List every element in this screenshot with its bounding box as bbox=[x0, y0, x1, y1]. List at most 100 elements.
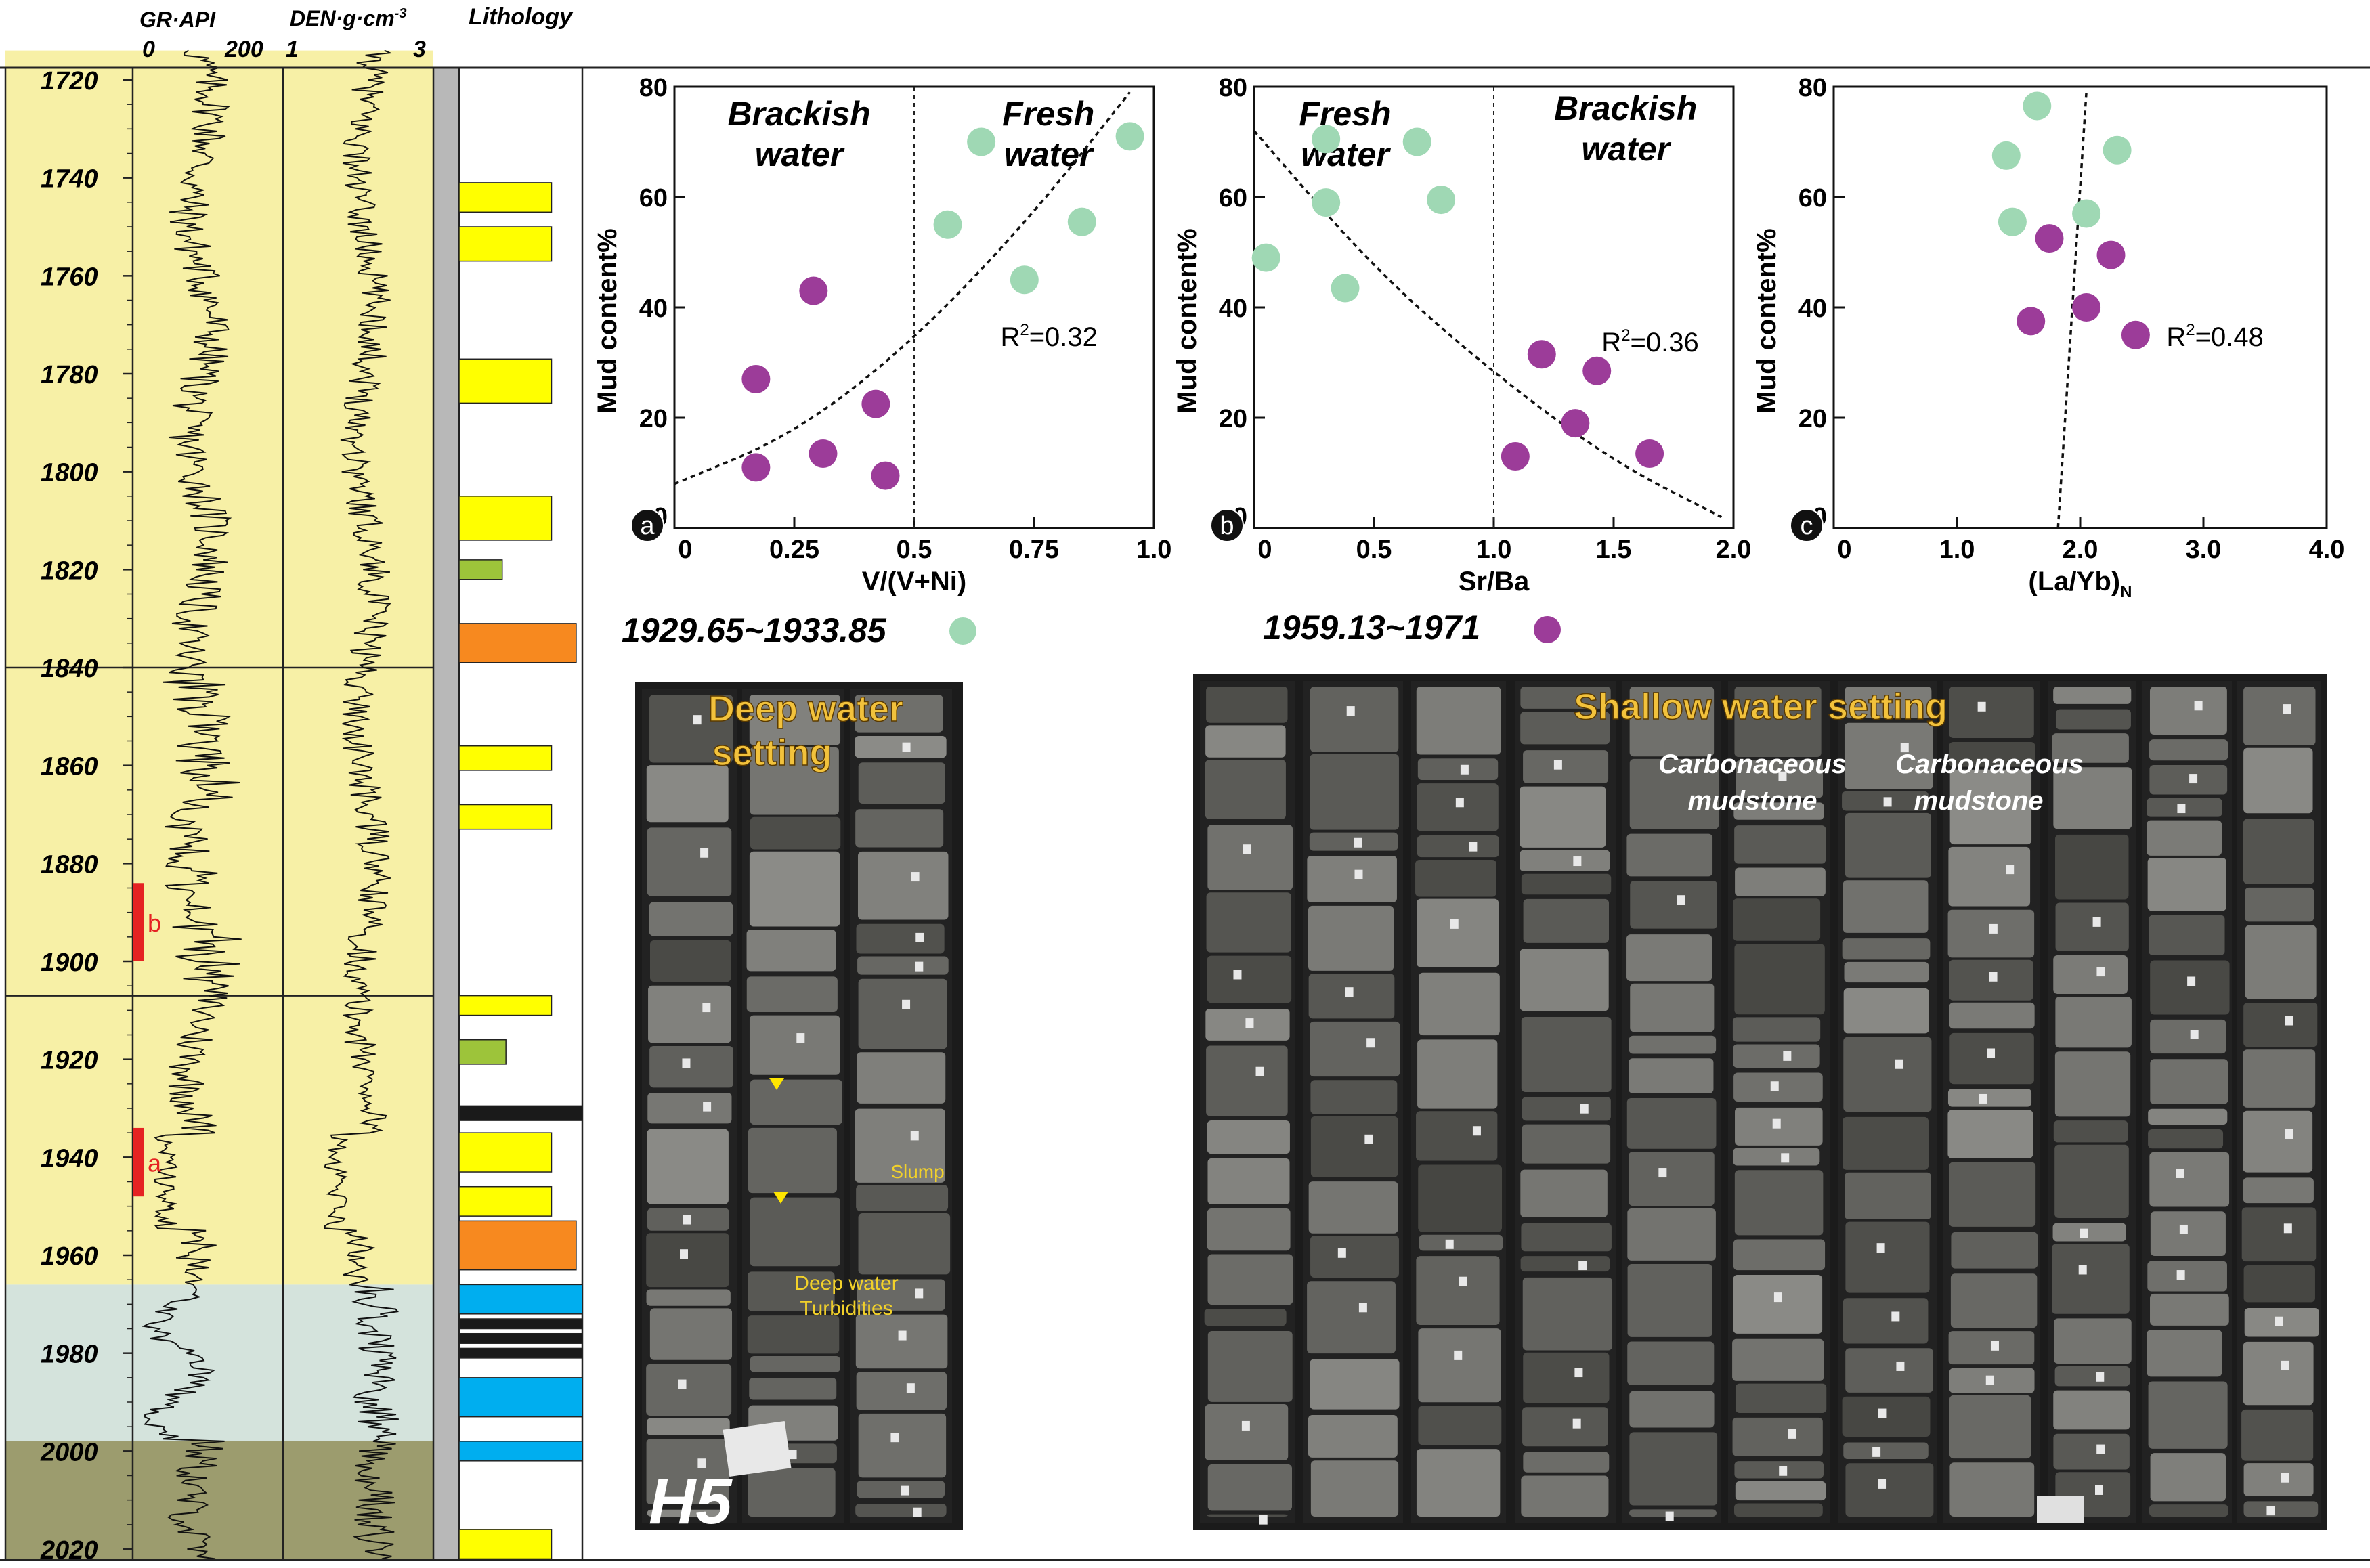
y-tick-label-80: 80 bbox=[1798, 74, 1827, 102]
core-piece bbox=[1206, 1045, 1288, 1116]
core-piece bbox=[2241, 1409, 2314, 1461]
core-piece bbox=[855, 1108, 945, 1183]
shallow-core-column-1 bbox=[1303, 681, 1403, 1523]
core-piece bbox=[1521, 873, 1612, 895]
gr-log-curve bbox=[142, 49, 242, 1560]
core-sample-tag bbox=[1990, 1341, 1999, 1351]
core-piece bbox=[646, 1233, 729, 1288]
core-sample-tag bbox=[1979, 1093, 1987, 1104]
r-squared-c: R2=0.48 bbox=[2166, 321, 2263, 352]
core-piece bbox=[1308, 1414, 1398, 1458]
core-piece bbox=[2150, 960, 2230, 1015]
data-point-c-0-0 bbox=[1991, 141, 2021, 170]
den-max-label: 3 bbox=[413, 37, 426, 62]
x-tick-label-1.5: 1.5 bbox=[1596, 536, 1632, 564]
core-sample-tag bbox=[1578, 1261, 1587, 1271]
core-piece bbox=[1843, 1442, 1929, 1460]
core-sample-tag bbox=[1460, 764, 1469, 775]
core-piece bbox=[855, 1314, 948, 1369]
core-piece bbox=[1520, 712, 1610, 745]
x-axis-label-subscript: N bbox=[2120, 583, 2132, 601]
core-piece bbox=[750, 1355, 840, 1372]
core-sample-tag bbox=[1977, 701, 1986, 712]
deep-title-line1: Deep water bbox=[708, 689, 903, 729]
data-point-b-0-2 bbox=[1312, 125, 1341, 154]
core-piece bbox=[1629, 1058, 1714, 1093]
core-piece bbox=[2054, 1051, 2131, 1117]
core-piece bbox=[646, 1418, 730, 1435]
core-sample-tag bbox=[1259, 1515, 1268, 1525]
core-piece bbox=[1733, 1275, 1823, 1334]
core-piece bbox=[2243, 687, 2316, 746]
carbonaceous-label-1-line2: mudstone bbox=[1687, 786, 1817, 816]
core-piece bbox=[1629, 687, 1715, 757]
core-piece bbox=[2147, 1261, 2227, 1292]
region-label-a-1-0: Fresh bbox=[1002, 95, 1094, 133]
data-point-a-0-0 bbox=[933, 210, 962, 239]
lithology-layer-13 bbox=[458, 1220, 577, 1271]
shallow-core-column-2 bbox=[1411, 681, 1506, 1523]
data-point-a-0-2 bbox=[1010, 265, 1039, 295]
x-tick-label-1.0: 1.0 bbox=[1939, 536, 1975, 564]
data-point-c-0-2 bbox=[2023, 91, 2052, 121]
core-piece bbox=[649, 1045, 733, 1088]
core-piece bbox=[2243, 1049, 2316, 1108]
depth-tick-label-1980: 1980 bbox=[41, 1341, 98, 1369]
core-piece bbox=[857, 1052, 946, 1104]
deep-core-column-1 bbox=[742, 689, 844, 1523]
core-piece bbox=[1207, 1514, 1288, 1517]
core-piece bbox=[1843, 1298, 1929, 1344]
core-sample-tag bbox=[788, 1450, 797, 1460]
core-sample-tag bbox=[2266, 1506, 2275, 1516]
legend-marker-shallow bbox=[1534, 616, 1561, 643]
core-piece bbox=[1844, 722, 1933, 789]
core-sample-tag bbox=[2177, 804, 2186, 814]
lithology-layer-2 bbox=[458, 358, 553, 404]
lithology-layer-10 bbox=[458, 1105, 583, 1121]
core-piece bbox=[646, 1364, 732, 1416]
core-sample-tag bbox=[1677, 895, 1685, 905]
deep-core-column-0 bbox=[642, 689, 737, 1523]
core-piece bbox=[646, 1439, 729, 1504]
core-piece bbox=[649, 940, 731, 982]
core-piece bbox=[1735, 867, 1826, 896]
arrowhead-marker-lower bbox=[773, 1192, 788, 1204]
core-sample-tag bbox=[1665, 1511, 1674, 1521]
core-piece bbox=[1204, 1309, 1287, 1326]
y-tick-label-80: 80 bbox=[1219, 74, 1247, 102]
core-sample-tag bbox=[2176, 1270, 2185, 1280]
core-sample-tag bbox=[681, 1511, 689, 1521]
core-piece bbox=[1310, 687, 1399, 752]
core-piece bbox=[648, 985, 731, 1043]
core-piece bbox=[1949, 769, 2032, 845]
core-piece bbox=[2147, 857, 2226, 911]
core-piece bbox=[1418, 1328, 1501, 1403]
core-piece bbox=[649, 695, 733, 763]
core-sample-tag bbox=[902, 999, 911, 1009]
core-piece bbox=[1629, 1152, 1715, 1206]
core-piece bbox=[2243, 1501, 2319, 1517]
core-piece bbox=[2053, 687, 2132, 704]
core-piece bbox=[749, 851, 840, 927]
core-piece bbox=[2150, 1059, 2228, 1104]
core-piece bbox=[2245, 887, 2314, 922]
y-tick-label-80: 80 bbox=[639, 74, 668, 102]
shallow-core-column-3 bbox=[1515, 681, 1616, 1523]
shallow-core-columns bbox=[1200, 681, 2321, 1525]
core-piece bbox=[2054, 1144, 2129, 1218]
core-piece bbox=[1522, 1124, 1611, 1164]
core-sample-tag bbox=[2189, 774, 2198, 784]
core-piece bbox=[1418, 1406, 1502, 1445]
core-sample-tag bbox=[2080, 1228, 2088, 1238]
core-piece bbox=[1207, 1158, 1290, 1204]
core-piece bbox=[1845, 1172, 1931, 1220]
core-sample-tag bbox=[1896, 1361, 1905, 1371]
core-sample-tag bbox=[1553, 760, 1562, 770]
region-label-a-0-1: water bbox=[755, 135, 845, 173]
core-sample-tag bbox=[796, 1033, 805, 1043]
lithology-layer-3 bbox=[458, 496, 553, 541]
core-sample-tag bbox=[1345, 987, 1354, 997]
core-piece bbox=[1310, 754, 1399, 830]
core-sample-tag bbox=[702, 1003, 711, 1013]
